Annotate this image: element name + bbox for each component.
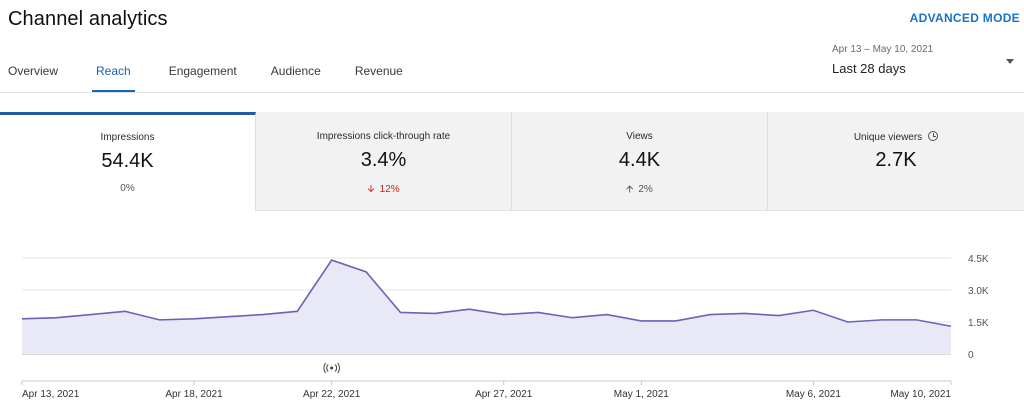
live-stream-icon-arc [323,362,327,374]
arrow-down-icon: 🡫 [367,184,375,195]
metric-card-ctr[interactable]: Impressions click-through rate 3.4% 🡫 12% [256,112,512,211]
metric-delta-value: 12% [379,184,400,195]
chevron-down-icon [1006,59,1014,64]
metric-delta: 🡫 12% [256,182,511,199]
date-range-label: Last 28 days [832,61,906,76]
metric-delta: 0% [120,183,135,194]
series-line [21,259,952,328]
x-tick-label: Apr 22, 2021 [303,389,361,400]
x-tick-label: May 1, 2021 [614,389,669,400]
y-tick-label: 1.5K [968,318,989,329]
metric-label: Unique viewers [853,132,923,143]
x-tick-label: Apr 13, 2021 [22,389,80,400]
metric-value: 54.4K [101,150,154,172]
metric-value: 2.7K [875,149,917,171]
live-stream-icon-arc [337,362,340,374]
date-range-selector[interactable]: Apr 13 – May 10, 2021 Last 28 days [832,44,1024,84]
metric-delta-value: 2% [638,184,653,195]
metric-value: 3.4% [360,149,407,171]
clock-icon [928,131,939,141]
y-tick-label: 3.0K [968,286,989,297]
page-title: Channel analytics [8,8,168,30]
live-stream-icon-arc [334,364,338,372]
metric-value: 4.4K [618,149,661,171]
metric-label: Views [626,131,653,142]
tab-overview[interactable]: Overview [8,64,59,78]
metric-label: Impressions click-through rate [316,131,451,142]
date-range-dates: Apr 13 – May 10, 2021 [832,44,934,55]
x-tick-label: Apr 27, 2021 [475,389,533,400]
metric-card-views[interactable]: Views 4.4K 🡩 2% [512,112,768,211]
impressions-chart: 0 1.5K 3.0K 4.5K Apr 13, 2021 Apr 18, 2021 Apr… [0,240,1024,418]
metric-card-impressions[interactable]: Impressions 54.4K 0% [0,112,256,211]
metric-delta: 🡩 2% [512,182,767,199]
metric-cards: Impressions 54.4K 0% Impressions click-t… [0,112,1024,211]
live-stream-icon [330,366,334,370]
x-tick-label: Apr 18, 2021 [165,389,223,400]
x-tick-label: May 10, 2021 [890,389,951,400]
metric-label: Impressions [100,132,155,143]
series-area [22,260,951,354]
live-stream-icon-arc [326,364,329,372]
x-tick-label: May 6, 2021 [786,389,841,400]
analytics-tabs: Overview Reach Engagement Audience Reven… [0,52,403,92]
tab-reach[interactable]: Reach [92,52,135,92]
tab-audience[interactable]: Audience [270,64,321,78]
chart-svg: 0 1.5K 3.0K 4.5K Apr 13, 2021 Apr 18, 2021 Apr… [21,254,989,400]
advanced-mode-link[interactable]: ADVANCED MODE [909,11,1020,25]
metric-card-unique-viewers[interactable]: Unique viewers 2.7K [768,112,1024,211]
metric-label-row: Unique viewers [768,131,1024,143]
tab-revenue[interactable]: Revenue [354,64,403,78]
tab-engagement[interactable]: Engagement [168,64,237,78]
y-tick-label: 4.5K [968,254,989,265]
arrow-up-icon: 🡩 [626,184,634,195]
header-divider [0,92,1024,93]
y-tick-label: 0 [968,350,974,361]
